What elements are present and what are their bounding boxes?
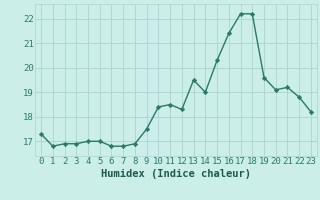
X-axis label: Humidex (Indice chaleur): Humidex (Indice chaleur) — [101, 169, 251, 179]
